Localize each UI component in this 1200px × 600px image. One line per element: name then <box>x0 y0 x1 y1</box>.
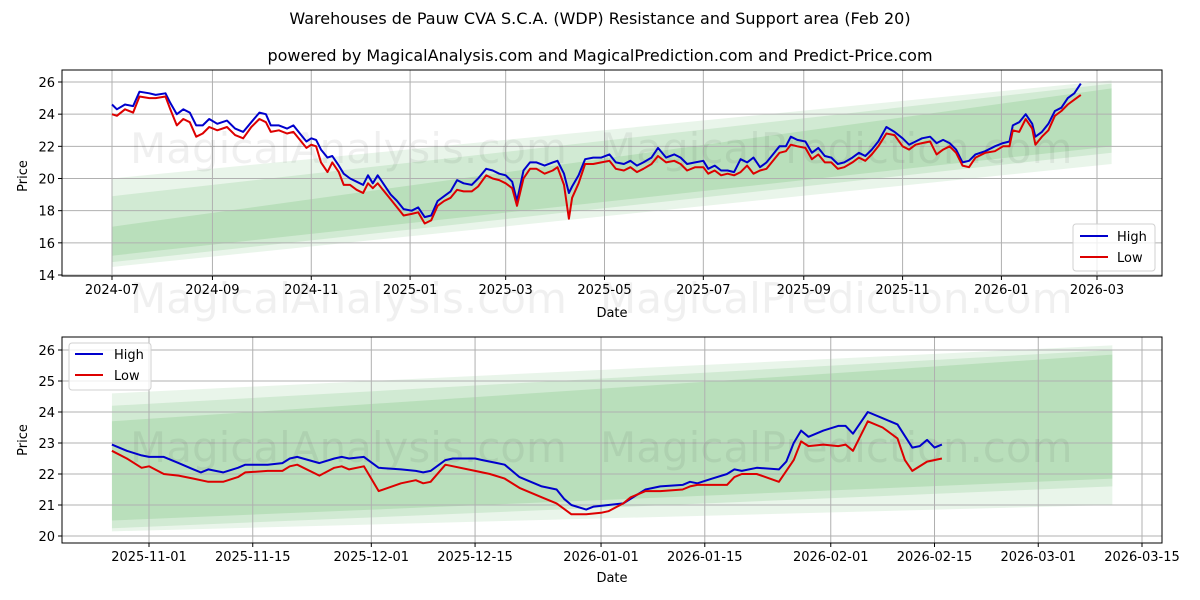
bottom-ticks: 2025-11-01 2025-11-15 2025-12-01 2025-12-15… <box>38 344 1179 565</box>
y-tick-label: 14 <box>38 269 55 284</box>
low-price-line <box>111 94 1082 225</box>
band-area <box>111 345 1113 532</box>
x-tick-label: 2025-12-15 <box>437 550 513 565</box>
x-tick-label: 2026-01-15 <box>667 550 743 565</box>
band-area <box>112 83 1112 263</box>
legend-low-label: Low <box>114 369 140 384</box>
y-tick-label: 23 <box>38 437 55 452</box>
band-area <box>112 88 1112 256</box>
x-tick-label: 2025-11-01 <box>111 550 187 565</box>
y-tick-label: 20 <box>38 530 55 545</box>
x-tick-label: 2024-09 <box>185 283 239 298</box>
legend-low-label: Low <box>1117 251 1143 266</box>
top-ticks: 2024-07 2024-09 2024-11 2025-01 2025-03 2025-… <box>38 76 1124 298</box>
x-tick-label: 2026-03-15 <box>1104 550 1180 565</box>
bottom-support-resistance-bands <box>111 345 1113 532</box>
band-area <box>111 354 1113 521</box>
y-tick-label: 18 <box>38 205 55 220</box>
x-tick-label: 2025-07 <box>676 283 730 298</box>
x-tick-label: 2026-03 <box>1070 283 1124 298</box>
x-tick-label: 2026-02-15 <box>897 550 973 565</box>
y-tick-label: 21 <box>38 499 55 514</box>
bottom-xlabel: Date <box>596 571 627 586</box>
x-tick-label: 2025-01 <box>383 283 437 298</box>
top-price-lines <box>111 83 1082 225</box>
bottom-grid <box>62 337 1162 543</box>
y-tick-label: 26 <box>38 76 55 91</box>
x-tick-label: 2025-11 <box>875 283 929 298</box>
x-tick-label: 2025-11-15 <box>215 550 291 565</box>
watermark-analysis-bottom: MagicalAnalysis.com <box>130 423 567 472</box>
x-tick-label: 2026-01 <box>974 283 1028 298</box>
bottom-axes-frame <box>61 336 1163 544</box>
band-area <box>112 80 1112 267</box>
watermark-analysis-top: MagicalAnalysis.com <box>130 124 567 173</box>
watermark-prediction-top: MagicalPrediction.com <box>600 124 1073 173</box>
high-price-line <box>111 83 1082 219</box>
x-tick-label: 2026-01-01 <box>563 550 639 565</box>
x-tick-label: 2026-03-01 <box>1000 550 1076 565</box>
bottom-price-lines <box>111 411 943 516</box>
y-tick-label: 24 <box>38 406 55 421</box>
band-area <box>111 350 1113 529</box>
top-chart: MagicalAnalysis.com MagicalPrediction.co… <box>16 69 1163 323</box>
x-tick-label: 2025-03 <box>479 283 533 298</box>
low-price-line <box>111 420 943 516</box>
x-tick-label: 2024-11 <box>284 283 338 298</box>
top-grid <box>62 70 1162 276</box>
x-tick-label: 2024-07 <box>85 283 139 298</box>
y-tick-label: 26 <box>38 344 55 359</box>
chart-title: Warehouses de Pauw CVA S.C.A. (WDP) Resi… <box>289 9 911 28</box>
watermark-prediction-bottom: MagicalPrediction.com <box>600 423 1073 472</box>
x-tick-label: 2025-12-01 <box>334 550 410 565</box>
bottom-legend: High Low <box>68 342 152 391</box>
high-price-line <box>111 411 943 511</box>
y-tick-label: 16 <box>38 237 55 252</box>
x-tick-label: 2026-02-01 <box>793 550 869 565</box>
watermark-prediction-mid: MagicalPrediction.com <box>600 274 1073 323</box>
chart-subtitle: powered by MagicalAnalysis.com and Magic… <box>267 46 933 65</box>
top-xlabel: Date <box>596 306 627 321</box>
top-support-resistance-bands <box>112 80 1112 267</box>
bottom-chart: MagicalAnalysis.com MagicalPrediction.co… <box>16 336 1180 586</box>
y-tick-label: 25 <box>38 375 55 390</box>
y-tick-label: 20 <box>38 173 55 188</box>
x-tick-label: 2025-09 <box>777 283 831 298</box>
top-axes-frame <box>61 69 1163 277</box>
watermark-analysis-mid: MagicalAnalysis.com <box>130 274 567 323</box>
y-tick-label: 22 <box>38 468 55 483</box>
bottom-ylabel: Price <box>16 424 31 456</box>
top-legend: High Low <box>1072 223 1156 272</box>
legend-high-label: High <box>114 348 144 363</box>
legend-high-label: High <box>1117 230 1147 245</box>
y-tick-label: 24 <box>38 108 55 123</box>
y-tick-label: 22 <box>38 140 55 155</box>
x-tick-label: 2025-05 <box>577 283 631 298</box>
top-ylabel: Price <box>16 160 31 192</box>
